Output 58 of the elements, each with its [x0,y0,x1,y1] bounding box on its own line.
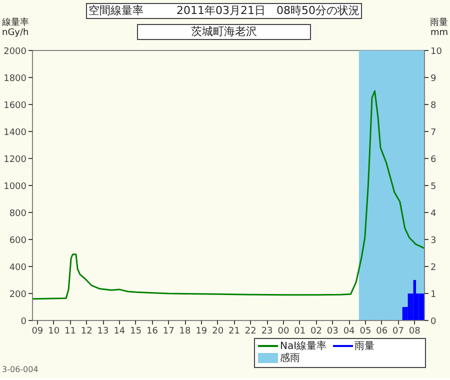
x-tick-label: 21 [228,326,240,336]
y-axis-title: 線量率 nGy/h [2,18,29,38]
x-tick-label: 04 [343,326,356,336]
y-tick-label: 1600 [4,101,27,111]
y-tick-label: 200 [9,290,27,300]
x-tick-label: 17 [162,326,174,336]
chart-title: 空間線量率 2011年03月21日 08時50分の状況 [86,3,362,19]
y-tick-label: 1800 [4,74,27,84]
y2-tick-label: 5 [430,182,436,192]
x-tick-label: 15 [130,326,142,336]
x-tick-label: 18 [179,326,192,336]
x-tick-label: 12 [80,326,92,336]
x-tick-label: 02 [310,326,322,336]
x-tick-label: 10 [48,326,60,336]
x-tick-label: 03 [326,326,338,336]
y2-tick-label: 2 [430,263,436,273]
x-tick-label: 07 [392,326,404,336]
x-tick-label: 16 [146,326,158,336]
x-tick-label: 09 [32,326,44,336]
y2-tick-label: 8 [430,101,436,111]
y2-tick-label: 10 [430,47,442,57]
x-tick-label: 06 [376,326,388,336]
y2-tick-label: 7 [430,128,436,138]
y2-axis-title: 雨量 mm [430,18,448,38]
legend-label: 雨量 [354,341,376,353]
y-tick-label: 1200 [4,155,27,165]
y2-tick-label: 0 [430,317,436,327]
y-tick-label: 400 [9,263,27,273]
x-tick-label: 20 [212,326,224,336]
x-tick-label: 00 [278,326,290,336]
x-tick-label: 22 [244,326,256,336]
y2-tick-label: 3 [430,236,436,246]
legend-label: NaI線量率 [279,341,328,352]
y-tick-label: 600 [9,236,27,246]
x-tick-label: 05 [360,326,372,336]
x-tick-label: 19 [196,326,208,336]
x-tick-label: 23 [261,326,273,336]
y2-tick-label: 6 [430,155,436,165]
y2-tick-label: 4 [430,209,436,219]
bar [413,280,416,320]
y2-tick-label: 1 [430,290,436,300]
x-tick-label: 01 [294,326,306,336]
y2-tick-label: 9 [430,74,436,84]
x-tick-label: 14 [114,326,126,336]
y-tick-label: 1400 [4,128,27,138]
bar [408,294,411,320]
y-tick-label: 1000 [4,182,27,192]
x-tick-label: 13 [97,326,109,336]
legend-label: 感雨 [279,353,301,365]
y-tick-label: 800 [9,209,27,219]
y-tick-label: 0 [20,317,27,327]
text: 3-06-004 [2,365,38,374]
x-tick-label: 08 [408,326,421,336]
bar [418,294,422,320]
bar [421,294,424,320]
x-tick-label: 11 [64,326,76,336]
chart-subtitle: 茨城町海老沢 [137,24,311,40]
y-tick-label: 2000 [4,47,27,57]
